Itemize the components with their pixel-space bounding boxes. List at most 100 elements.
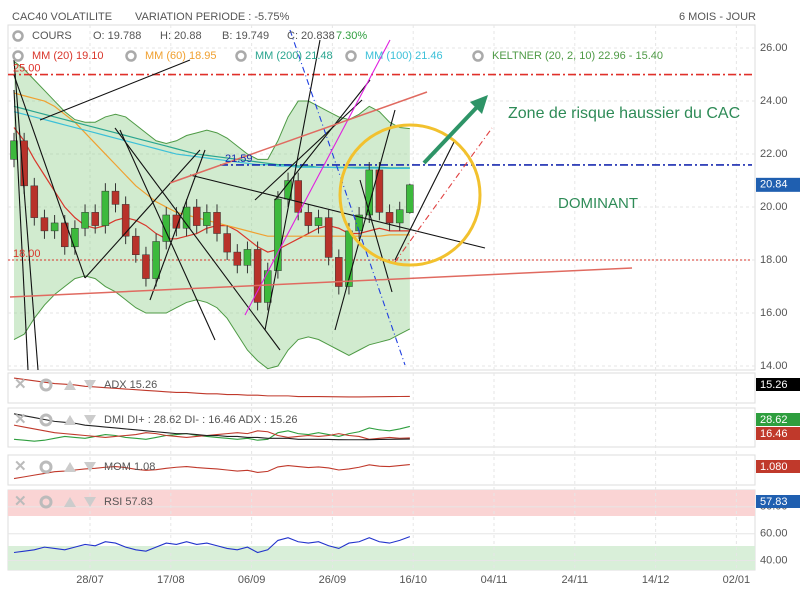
- indicator-legend: ADX 15.26: [104, 379, 157, 391]
- x-tick-label: 02/01: [723, 574, 751, 586]
- legend-entry: MM (200) 21.48: [255, 50, 333, 62]
- y-tick-label: 16.00: [760, 307, 788, 319]
- value-box-label: 16.46: [760, 428, 788, 440]
- candle-body: [335, 257, 343, 287]
- gear-icon[interactable]: [345, 50, 357, 62]
- price-box: [756, 177, 800, 192]
- candle-body: [111, 190, 120, 205]
- legend-high: H: 20.88: [160, 30, 202, 42]
- gear-icon[interactable]: [39, 495, 53, 509]
- candle-body: [50, 222, 59, 232]
- indicator-line: [13, 536, 411, 554]
- up-icon[interactable]: [64, 415, 76, 425]
- panel-frame: [7, 407, 756, 448]
- trendline: [9, 267, 633, 298]
- keltner-fill: [14, 61, 410, 369]
- trendline: [394, 127, 493, 263]
- value-box: [756, 427, 800, 440]
- candle-body: [142, 254, 150, 279]
- trendline: [119, 129, 216, 341]
- y-tick-label: 22.00: [760, 148, 788, 160]
- candle-body: [192, 206, 201, 226]
- trendline: [13, 89, 29, 371]
- trendline: [189, 174, 486, 249]
- y-tick-label: 24.00: [760, 95, 788, 107]
- legend-cours: COURS: [32, 30, 72, 42]
- x-tick-label: 28/07: [76, 574, 104, 586]
- gear-icon[interactable]: [39, 460, 53, 474]
- gear-icon[interactable]: [12, 30, 24, 42]
- trendline: [149, 149, 206, 301]
- trendline: [274, 79, 371, 201]
- x-tick-label: 16/10: [399, 574, 427, 586]
- close-icon[interactable]: ✕: [14, 493, 27, 510]
- down-icon[interactable]: [84, 497, 96, 507]
- y-tick-label: 14.00: [760, 360, 788, 372]
- indicator-line: [13, 413, 410, 441]
- keltner-upper: [13, 60, 410, 160]
- arrow-shaft: [422, 104, 480, 165]
- trendlines: [9, 29, 633, 371]
- trendline: [13, 59, 39, 371]
- candle-body: [385, 212, 394, 224]
- gear-icon[interactable]: [12, 50, 24, 62]
- close-icon[interactable]: ✕: [14, 376, 27, 393]
- candle-body: [365, 169, 373, 216]
- main-frame: [7, 24, 756, 371]
- down-icon[interactable]: [84, 415, 96, 425]
- gear-icon[interactable]: [235, 50, 247, 62]
- x-tick-label: 24/11: [561, 574, 588, 586]
- candle-body: [162, 214, 170, 242]
- trendline: [39, 59, 191, 121]
- legend-change: 7.30%: [336, 30, 367, 42]
- level-label: 25.00: [13, 62, 41, 74]
- legend-entry: MM (60) 18.95: [145, 50, 217, 62]
- indicator-legend: DMI DI+ : 28.62 DI- : 16.46 ADX : 15.26: [104, 414, 298, 426]
- trendline: [394, 139, 456, 261]
- up-icon[interactable]: [64, 380, 76, 390]
- close-icon[interactable]: ✕: [14, 411, 27, 428]
- annotation: Zone de risque haussier du CAC: [508, 105, 740, 122]
- candle-body: [304, 212, 313, 226]
- candle-body: [30, 185, 39, 218]
- candle-body: [274, 198, 282, 271]
- moving-average: [13, 92, 410, 237]
- down-icon[interactable]: [84, 380, 96, 390]
- candle-body: [81, 212, 89, 229]
- candle-body: [264, 270, 272, 303]
- legend-low: B: 19.749: [222, 30, 269, 42]
- candle-body: [314, 217, 323, 226]
- candle-body: [223, 233, 231, 253]
- x-tick-label: 26/09: [319, 574, 347, 586]
- up-icon[interactable]: [64, 462, 76, 472]
- value-box: [756, 495, 800, 508]
- gear-icon[interactable]: [125, 50, 137, 62]
- rsi-high-zone: [8, 490, 755, 516]
- level-label: 21.59: [225, 153, 253, 165]
- legend-entry: MM (100) 21.46: [365, 50, 443, 62]
- candle-body: [324, 217, 333, 258]
- gear-icon[interactable]: [39, 413, 53, 427]
- value-box-label: 15.26: [760, 379, 788, 391]
- candle-body: [40, 217, 49, 232]
- down-icon[interactable]: [84, 462, 96, 472]
- value-box: [756, 413, 800, 426]
- gear-icon[interactable]: [472, 50, 484, 62]
- candle-body: [71, 227, 79, 248]
- x-tick-label: 17/08: [157, 574, 185, 586]
- indicator-legend: RSI 57.83: [104, 496, 153, 508]
- front-layer: 28/07 17/08 06/09 26/09 16/10 04/11 24/11 14/12…: [13, 42, 800, 586]
- trendline: [264, 39, 321, 331]
- up-icon[interactable]: [64, 497, 76, 507]
- keltner-lower: [13, 275, 411, 370]
- x-tick-label: 14/12: [642, 574, 670, 586]
- trendline: [84, 149, 201, 279]
- x-tick-label: 06/09: [238, 574, 266, 586]
- close-icon[interactable]: ✕: [14, 458, 27, 475]
- candle-body: [182, 206, 191, 229]
- indicator-legend: MOM 1.08: [104, 461, 155, 473]
- gear-icon[interactable]: [39, 378, 53, 392]
- title: CAC40 VOLATILITE: [12, 11, 112, 23]
